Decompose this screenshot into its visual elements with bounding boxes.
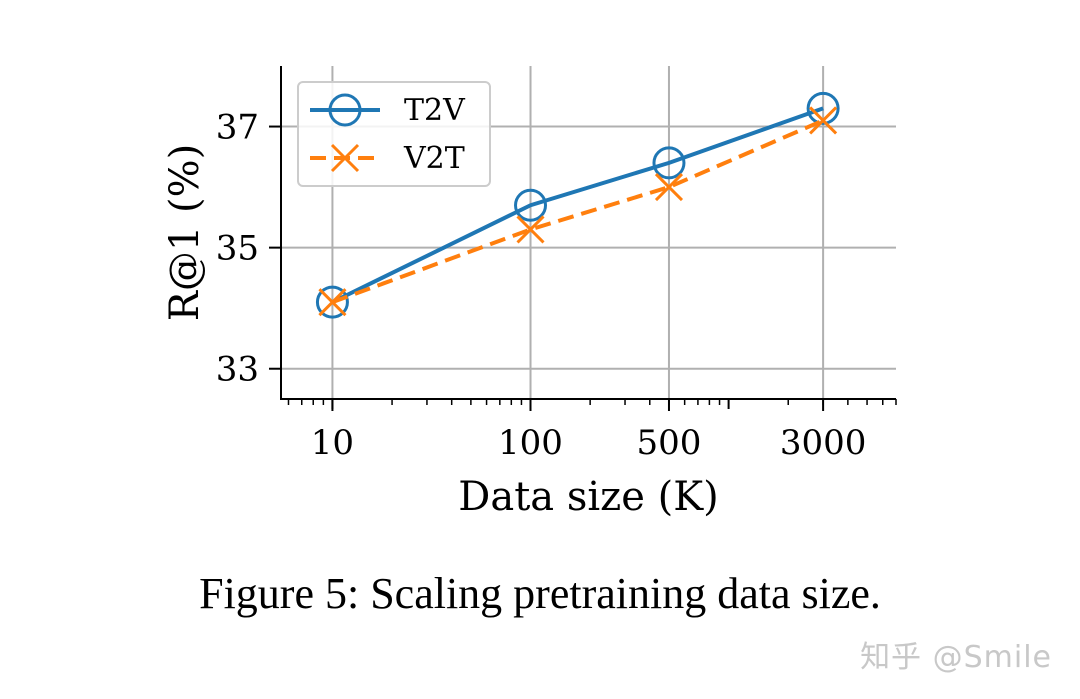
ticks: 10 100 500 3000 33 35 37 (216, 108, 897, 463)
x-tick-label: 100 (498, 423, 563, 463)
legend-marker (328, 93, 362, 127)
x-tick-label: 500 (637, 423, 702, 463)
x-axis-label: Data size (K) (458, 474, 718, 520)
marker-stroke (516, 215, 545, 244)
marker-stroke (330, 143, 360, 173)
marker-stroke (318, 288, 347, 317)
x-tick-label: 3000 (780, 423, 867, 463)
data-point (652, 146, 686, 180)
legend-label: T2V (404, 93, 466, 128)
series-t2v (315, 91, 840, 319)
series-line-v2t (331, 118, 824, 305)
figure-caption: Figure 5: Scaling pretraining data size. (199, 569, 881, 618)
y-tick-label: 33 (216, 350, 259, 390)
data-point (806, 91, 840, 125)
series (315, 91, 840, 319)
legend-label: V2T (403, 141, 465, 176)
x-tick-label: 10 (311, 423, 354, 463)
data-point (654, 173, 684, 202)
series-v2t (318, 106, 838, 317)
y-axis-label: R@1 (%) (162, 144, 208, 322)
legend-marker (330, 143, 360, 173)
data-point (514, 188, 548, 222)
y-tick-label: 37 (216, 108, 259, 148)
axes (280, 66, 896, 400)
data-point (516, 215, 545, 244)
series-line-t2v (331, 106, 824, 304)
data-point (809, 106, 838, 135)
marker-stroke (809, 106, 838, 135)
watermark: 知乎 @Smile (860, 640, 1052, 675)
y-tick-label: 35 (216, 229, 259, 269)
marker-stroke (654, 173, 684, 202)
data-point (315, 285, 349, 319)
data-point (318, 288, 347, 317)
